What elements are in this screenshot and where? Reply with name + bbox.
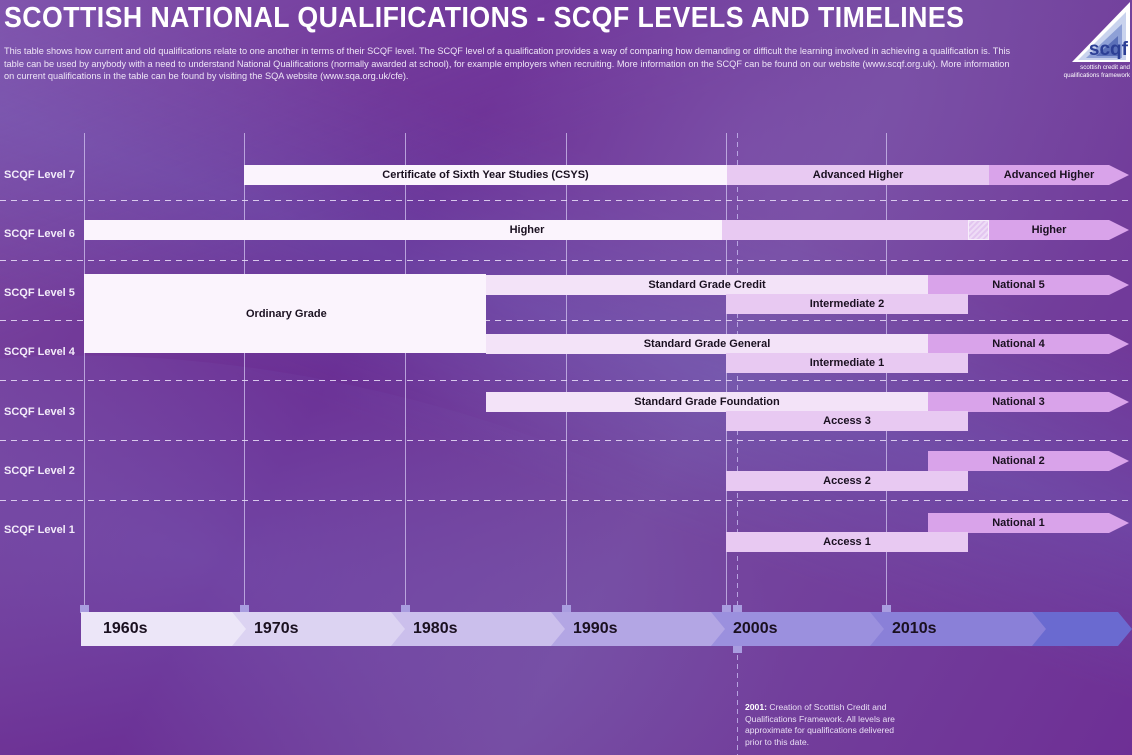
level-divider xyxy=(0,440,1132,441)
bar-intermediate-2: Intermediate 2 xyxy=(726,294,968,314)
decade-line-1990s xyxy=(566,133,567,606)
timeline-1970s: 1970s xyxy=(232,612,407,646)
scqf-triangle-icon xyxy=(1072,2,1130,62)
bar-national-2: National 2 xyxy=(928,451,1129,471)
bar-access-1: Access 1 xyxy=(726,532,968,552)
bar-advanced-higher-current: Advanced Higher xyxy=(989,165,1129,185)
timeline-1990s: 1990s xyxy=(551,612,728,646)
decade-line-1970s xyxy=(244,133,245,606)
bar-standard-grade-foundation: Standard Grade Foundation xyxy=(486,392,928,412)
bar-ordinary-grade: Ordinary Grade xyxy=(84,274,486,353)
logo-wordmark: scqf xyxy=(1088,39,1128,60)
decade-line-1960s xyxy=(84,133,85,606)
timeline-2000s: 2000s xyxy=(711,612,888,646)
bar-standard-grade-credit: Standard Grade Credit xyxy=(486,275,928,295)
level-label-7: SCQF Level 7 xyxy=(4,169,75,181)
timeline-tick xyxy=(240,605,249,613)
logo-subtitle: scottish credit and qualifications frame… xyxy=(1063,64,1130,79)
higher-transition-marker xyxy=(968,220,989,240)
note-year: 2001: xyxy=(745,702,767,712)
intro-text: This table shows how current and old qua… xyxy=(4,46,1011,81)
bar-national-1: National 1 xyxy=(928,513,1129,533)
level-label-3: SCQF Level 3 xyxy=(4,406,75,418)
level-label-6: SCQF Level 6 xyxy=(4,228,75,240)
timeline-tick xyxy=(722,605,731,613)
page-title: SCOTTISH NATIONAL QUALIFICATIONS - SCQF … xyxy=(4,2,965,34)
bar-access-2: Access 2 xyxy=(726,471,968,491)
level-divider xyxy=(0,200,1132,201)
scqf-2001-line xyxy=(737,133,738,755)
level-divider xyxy=(0,380,1132,381)
timeline-1960s: 1960s xyxy=(81,612,249,646)
timeline-tick xyxy=(733,605,742,613)
scqf-logo: scqf scottish credit and qualifications … xyxy=(1064,2,1132,88)
timeline-tick xyxy=(401,605,410,613)
level-divider xyxy=(0,320,1132,321)
level-label-2: SCQF Level 2 xyxy=(4,465,75,477)
bar-standard-grade-general: Standard Grade General xyxy=(486,334,928,354)
timeline-tick-2001 xyxy=(733,645,742,653)
bar-higher-old: Higher xyxy=(84,220,970,240)
note-text: Creation of Scottish Credit and Qualific… xyxy=(745,702,895,747)
bar-intermediate-1: Intermediate 1 xyxy=(726,353,968,373)
bar-access-3: Access 3 xyxy=(726,411,968,431)
decade-line-1980s xyxy=(405,133,406,606)
timeline-2010s: 2010s xyxy=(870,612,1050,646)
timeline-tick xyxy=(882,605,891,613)
bar-csys: Certificate of Sixth Year Studies (CSYS) xyxy=(244,165,727,185)
timeline-tick xyxy=(562,605,571,613)
bar-national-4: National 4 xyxy=(928,334,1129,354)
timeline-tick xyxy=(80,605,89,613)
level-divider xyxy=(0,260,1132,261)
bar-national-5: National 5 xyxy=(928,275,1129,295)
scqf-2001-note: 2001: Creation of Scottish Credit and Qu… xyxy=(745,702,895,748)
timeline-future xyxy=(1032,612,1132,646)
level-label-4: SCQF Level 4 xyxy=(4,346,75,358)
level-label-1: SCQF Level 1 xyxy=(4,524,75,536)
bar-advanced-higher-old: Advanced Higher xyxy=(727,165,989,185)
timeline-1980s: 1980s xyxy=(391,612,568,646)
level-label-5: SCQF Level 5 xyxy=(4,287,75,299)
bar-national-3: National 3 xyxy=(928,392,1129,412)
bar-higher-current: Higher xyxy=(989,220,1129,240)
level-divider xyxy=(0,500,1132,501)
